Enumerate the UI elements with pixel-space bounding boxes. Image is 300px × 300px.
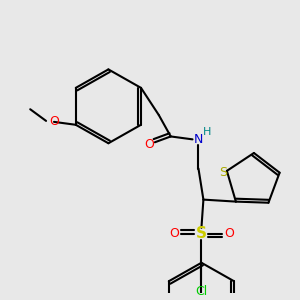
Text: S: S: [196, 226, 207, 241]
Text: O: O: [224, 227, 234, 240]
Text: O: O: [144, 138, 154, 151]
Text: O: O: [49, 116, 59, 128]
Text: O: O: [169, 227, 178, 240]
Text: H: H: [203, 127, 212, 136]
Text: N: N: [194, 133, 203, 146]
Text: S: S: [219, 166, 227, 179]
Text: Cl: Cl: [195, 285, 208, 298]
